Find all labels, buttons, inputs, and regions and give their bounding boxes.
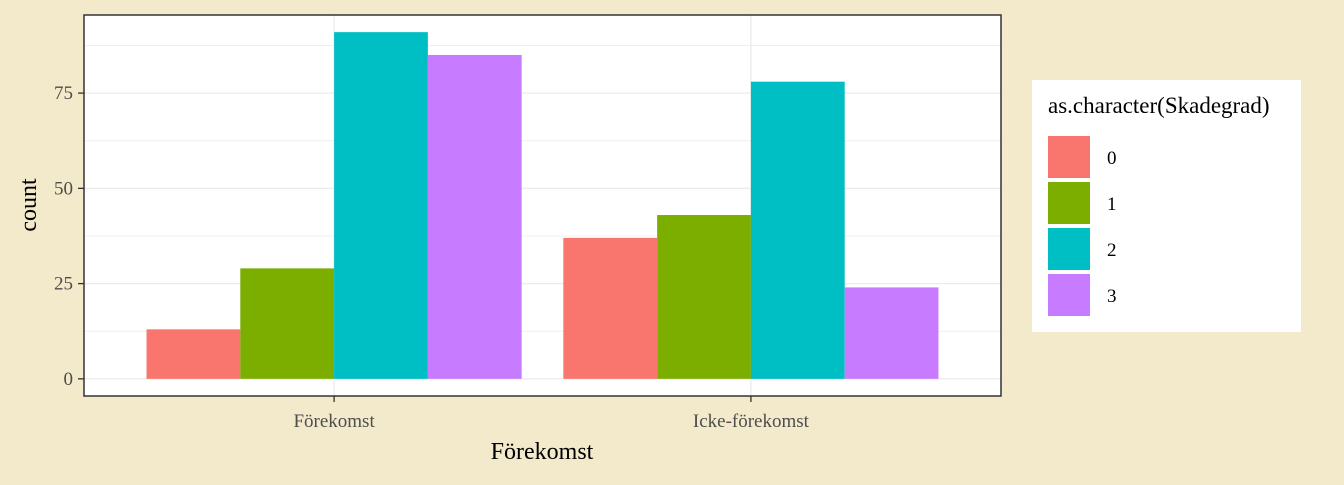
- legend-swatch: [1048, 274, 1090, 316]
- x-tick-label: Förekomst: [293, 411, 375, 432]
- legend: as.character(Skadegrad) 0 1 2 3: [1032, 80, 1301, 332]
- bar: [334, 32, 428, 379]
- x-axis-title: Förekomst: [491, 439, 594, 465]
- bar: [240, 268, 335, 379]
- y-tick-label: 25: [54, 274, 73, 295]
- axes: 0 25 50 75 Förekomst Icke-förekomst: [54, 83, 810, 432]
- plot-border: [83, 14, 1002, 397]
- legend-label: 0: [1107, 148, 1117, 169]
- bar: [146, 329, 241, 379]
- bar: [427, 55, 522, 379]
- y-tick-label: 50: [54, 178, 73, 199]
- bar: [750, 81, 845, 379]
- bar: [844, 287, 939, 379]
- legend-swatch: [1048, 228, 1090, 270]
- legend-swatch: [1048, 136, 1090, 178]
- bar: [657, 215, 751, 379]
- bars: [146, 32, 939, 379]
- legend-label: 2: [1107, 240, 1117, 261]
- legend-label: 1: [1107, 194, 1117, 215]
- x-tick-label: Icke-förekomst: [693, 411, 810, 432]
- bar: [563, 237, 658, 379]
- legend-label: 3: [1107, 286, 1117, 307]
- y-axis-title: count: [16, 178, 42, 232]
- legend-items: 0 1 2 3: [1048, 136, 1117, 316]
- legend-swatch: [1048, 182, 1090, 224]
- y-tick-label: 0: [64, 369, 74, 390]
- legend-title: as.character(Skadegrad): [1048, 93, 1270, 118]
- y-tick-label: 75: [54, 83, 73, 104]
